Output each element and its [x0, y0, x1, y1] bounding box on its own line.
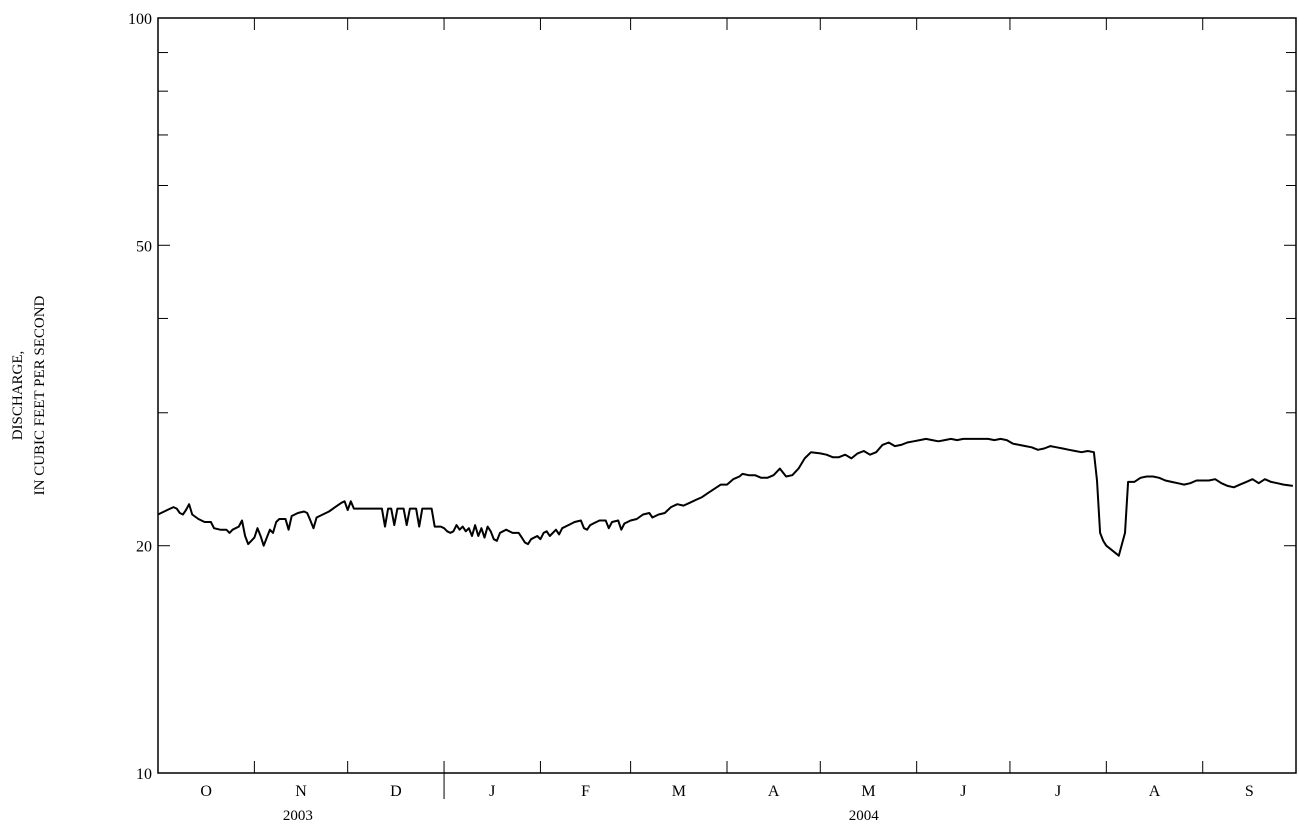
y-tick-label: 20: [136, 539, 152, 556]
x-month-label: A: [768, 783, 780, 800]
x-month-label: J: [489, 783, 495, 800]
y-axis-label: DISCHARGE, IN CUBIC FEET PER SECOND: [10, 295, 48, 495]
x-month-label: F: [581, 783, 590, 800]
y-tick-label: 50: [136, 238, 152, 255]
plot-area-frame: [157, 17, 1297, 774]
x-month-label: M: [672, 783, 686, 800]
x-month-label: D: [390, 783, 402, 800]
x-month-label: O: [200, 783, 212, 800]
x-month-label: M: [861, 783, 875, 800]
x-year-label: 2004: [849, 808, 880, 824]
x-tick-labels: O N D J F M A M J J A S 2003 2004: [200, 783, 1253, 824]
x-month-label: A: [1149, 783, 1161, 800]
y-tick-label: 10: [136, 766, 152, 783]
y-axis-label-line-1: DISCHARGE,: [10, 351, 26, 441]
x-month-label: J: [960, 783, 966, 800]
x-month-label: S: [1245, 783, 1254, 800]
axis-ticks: [158, 17, 1296, 799]
y-tick-labels: 100 50 20 10: [128, 11, 152, 783]
y-axis-label-line-2: IN CUBIC FEET PER SECOND: [32, 295, 48, 495]
x-year-label: 2003: [283, 808, 313, 824]
x-month-label: J: [1055, 783, 1061, 800]
y-tick-label: 100: [128, 11, 152, 28]
x-month-label: N: [295, 783, 307, 800]
discharge-series-line: [157, 437, 1294, 557]
